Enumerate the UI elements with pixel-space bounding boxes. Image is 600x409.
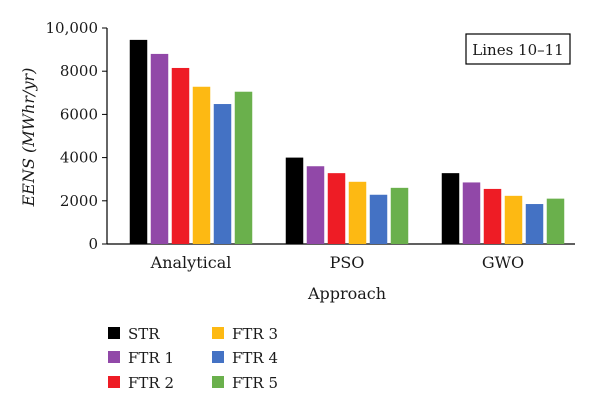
bar-ftr2-analytical <box>171 67 190 245</box>
x-axis-title: Approach <box>307 284 386 303</box>
legend: STR FTR 1 FTR 2 FTR 3 FTR 4 FTR 5 <box>108 325 278 392</box>
y-tick-label: 6000 <box>60 105 98 123</box>
bar-str-gwo <box>441 173 460 244</box>
x-tick-label: GWO <box>482 253 524 272</box>
bar-ftr4-pso <box>369 194 388 244</box>
bar-ftr3-analytical <box>192 86 211 244</box>
legend-swatch <box>212 327 224 339</box>
bar-ftr4-analytical <box>213 104 232 244</box>
y-axis: 0 2000 4000 6000 8000 10,000 <box>46 19 108 253</box>
bar-ftr1-pso <box>306 166 325 244</box>
bar-ftr1-analytical <box>150 53 169 244</box>
annotation-frame <box>465 33 571 65</box>
bars <box>129 39 565 245</box>
bar-ftr2-gwo <box>483 188 502 244</box>
bar-ftr5-gwo <box>546 198 565 244</box>
y-tick-label: 4000 <box>60 149 98 167</box>
y-tick-label: 8000 <box>60 62 98 80</box>
annotation-text: Lines 10–11 <box>472 41 563 59</box>
x-tick-label: PSO <box>330 253 365 272</box>
legend-swatch <box>108 327 120 339</box>
legend-label: FTR 4 <box>232 349 278 367</box>
y-tick-label: 2000 <box>60 192 98 210</box>
x-tick-label: Analytical <box>150 253 232 272</box>
bar-ftr2-pso <box>327 173 346 244</box>
legend-swatch <box>108 351 120 363</box>
y-tick-label: 10,000 <box>46 19 99 37</box>
bar-ftr3-pso <box>348 181 367 244</box>
bar-str-analytical <box>129 39 148 244</box>
legend-swatch <box>108 376 120 388</box>
legend-label: FTR 2 <box>128 374 174 392</box>
legend-label: FTR 5 <box>232 374 278 392</box>
legend-swatch <box>212 351 224 363</box>
y-tick-label: 0 <box>88 235 98 253</box>
legend-label: FTR 1 <box>128 349 174 367</box>
legend-label: STR <box>128 325 160 343</box>
bar-ftr4-gwo <box>525 204 544 244</box>
bar-ftr3-gwo <box>504 195 523 244</box>
bar-str-pso <box>285 157 304 244</box>
annotation-box: Lines 10–11 <box>465 33 571 65</box>
legend-label: FTR 3 <box>232 325 278 343</box>
bar-ftr1-gwo <box>462 182 481 244</box>
y-axis-title: EENS (MWhr/yr) <box>19 68 38 208</box>
legend-swatch <box>212 376 224 388</box>
x-axis: Analytical PSO GWO <box>107 243 575 272</box>
bar-ftr5-pso <box>390 187 409 244</box>
bar-ftr5-analytical <box>234 91 253 244</box>
